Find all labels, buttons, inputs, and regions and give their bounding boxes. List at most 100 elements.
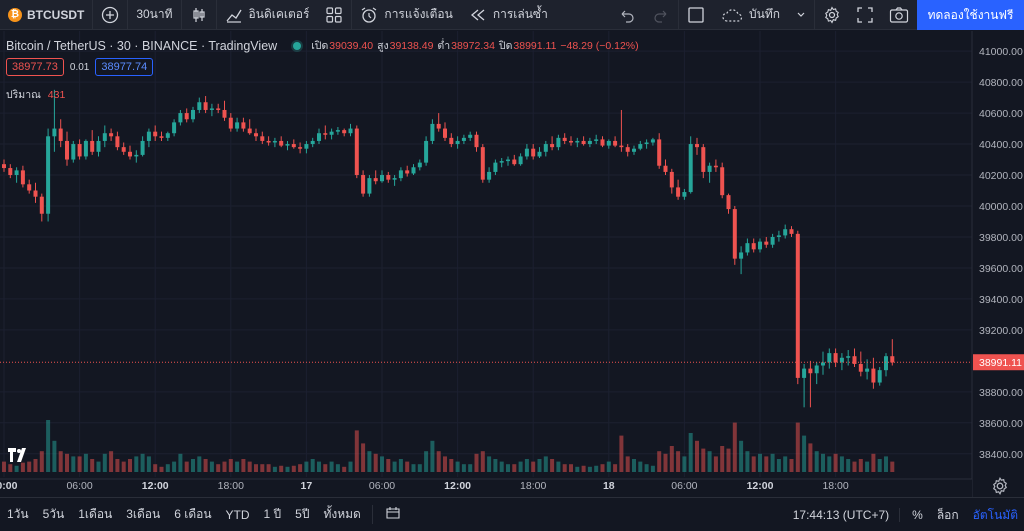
candle <box>770 233 775 248</box>
candle-body <box>241 122 246 129</box>
save-button[interactable]: บันทึก <box>713 0 788 30</box>
candle-body <box>109 133 114 137</box>
range-6m-button[interactable]: 6 เดือน <box>174 507 212 521</box>
range-all-button[interactable]: ทั้งหมด <box>323 507 361 521</box>
candle-body <box>650 139 655 143</box>
range-5d-button[interactable]: 5วัน <box>42 507 65 521</box>
volume-bar <box>380 456 384 472</box>
price-tick-label: 39200.00 <box>979 325 1023 337</box>
candle <box>411 164 416 176</box>
candle-body <box>71 144 76 160</box>
candle-body <box>543 144 548 152</box>
volume-bar <box>443 456 447 472</box>
range-1m-button[interactable]: 1เดือน <box>78 507 113 521</box>
candle <box>550 136 555 151</box>
interval-button[interactable]: 30นาที <box>128 0 182 30</box>
candle <box>852 348 857 368</box>
replay-button[interactable]: การเล่นซ้ำ <box>461 0 556 30</box>
open-value: 39039.40 <box>329 39 374 52</box>
axis-settings-button[interactable] <box>990 476 1010 496</box>
candle <box>2 159 6 172</box>
symbol-title[interactable]: Bitcoin / TetherUS · 30 · BINANCE · Trad… <box>6 38 278 53</box>
volume-bar <box>613 464 618 472</box>
volume-label[interactable]: ปริมาณ <box>6 89 41 101</box>
range-1d-button[interactable]: 1วัน <box>7 507 29 521</box>
calendar-arrow-icon <box>386 507 400 519</box>
candle-body <box>361 175 366 194</box>
fullscreen-layout-button[interactable] <box>679 0 713 30</box>
fullscreen-button[interactable] <box>849 0 881 30</box>
volume-bar <box>291 465 296 472</box>
candle <box>506 156 510 166</box>
volume-bar <box>46 420 51 472</box>
candle-body <box>575 140 580 143</box>
candlesticks <box>2 89 895 408</box>
candle <box>682 188 687 200</box>
candle <box>298 142 303 154</box>
volume-bar <box>569 464 573 472</box>
free-trial-button[interactable]: ทดลองใช้งานฟรี <box>917 0 1024 30</box>
candle-body <box>839 357 844 363</box>
chart-type-button[interactable] <box>182 0 217 30</box>
low-label: ต่ำ <box>437 40 451 52</box>
volume-bar <box>480 451 485 472</box>
candle-body <box>14 170 19 176</box>
volume-bar <box>172 461 177 472</box>
volume-bar <box>298 464 303 472</box>
percent-scale-toggle[interactable]: % <box>899 508 930 522</box>
redo-button[interactable] <box>644 0 679 30</box>
alert-button[interactable]: การแจ้งเตือน <box>352 0 460 30</box>
auto-scale-toggle[interactable]: อัตโนมัติ <box>972 507 1018 522</box>
volume-bar <box>487 456 492 472</box>
undo-button[interactable] <box>610 0 644 30</box>
volume-bar <box>335 464 340 472</box>
compare-button[interactable] <box>93 0 129 30</box>
candle-body <box>531 148 536 157</box>
time-tick-label: 18 <box>603 480 615 492</box>
settings-button[interactable] <box>815 0 849 30</box>
candle <box>795 230 800 385</box>
candle <box>266 136 271 146</box>
candle <box>203 96 208 114</box>
candle-body <box>619 145 624 148</box>
time-tick-label: 18:00 <box>218 480 244 492</box>
range-ytd-button[interactable]: YTD <box>225 507 250 522</box>
candle <box>789 226 794 237</box>
layout-button[interactable] <box>317 0 353 30</box>
price-tick-label: 38400.00 <box>979 449 1023 461</box>
range-5y-button[interactable]: 5ปี <box>295 507 310 521</box>
candle-body <box>890 356 895 363</box>
volume-bar <box>638 461 643 472</box>
candle <box>461 134 466 145</box>
snapshot-button[interactable] <box>881 0 917 30</box>
candle <box>405 165 410 177</box>
plus-circle-icon <box>102 6 119 23</box>
indicators-button[interactable]: อินดิเคเตอร์ <box>217 0 318 30</box>
clock-timezone[interactable]: 17:44:13 (UTC+7) <box>792 508 890 522</box>
price-chart[interactable]: 41000.00 40800.00 40600.00 40400.00 40200.00… <box>0 31 1024 497</box>
candle <box>600 136 605 148</box>
buy-price-button[interactable]: 38977.74 <box>95 58 154 76</box>
candle-body <box>121 147 126 152</box>
candle-body <box>272 140 277 143</box>
range-1y-button[interactable]: 1 ปี <box>263 507 282 521</box>
candle-body <box>512 159 517 165</box>
tradingview-logo[interactable] <box>7 445 31 465</box>
candle-body <box>46 136 51 214</box>
candle-body <box>159 136 164 138</box>
candle-body <box>474 134 479 148</box>
sell-price-button[interactable]: 38977.73 <box>6 58 64 76</box>
time-tick-label: 18:00 <box>520 480 546 492</box>
volume-bar <box>235 461 240 472</box>
symbol-label: BTCUSDT <box>27 7 85 22</box>
range-3m-button[interactable]: 3เดือน <box>126 507 161 521</box>
candle-body <box>191 109 195 120</box>
go-to-date-button[interactable] <box>371 505 408 524</box>
candle <box>650 137 655 146</box>
volume-bar <box>688 433 693 472</box>
log-scale-toggle[interactable]: ล็อก <box>936 507 959 522</box>
volume-bar <box>90 459 95 472</box>
open-label: เปิด <box>311 40 329 52</box>
symbol-search-button[interactable]: ₿ BTCUSDT <box>0 0 94 30</box>
save-menu-button[interactable] <box>788 0 815 30</box>
